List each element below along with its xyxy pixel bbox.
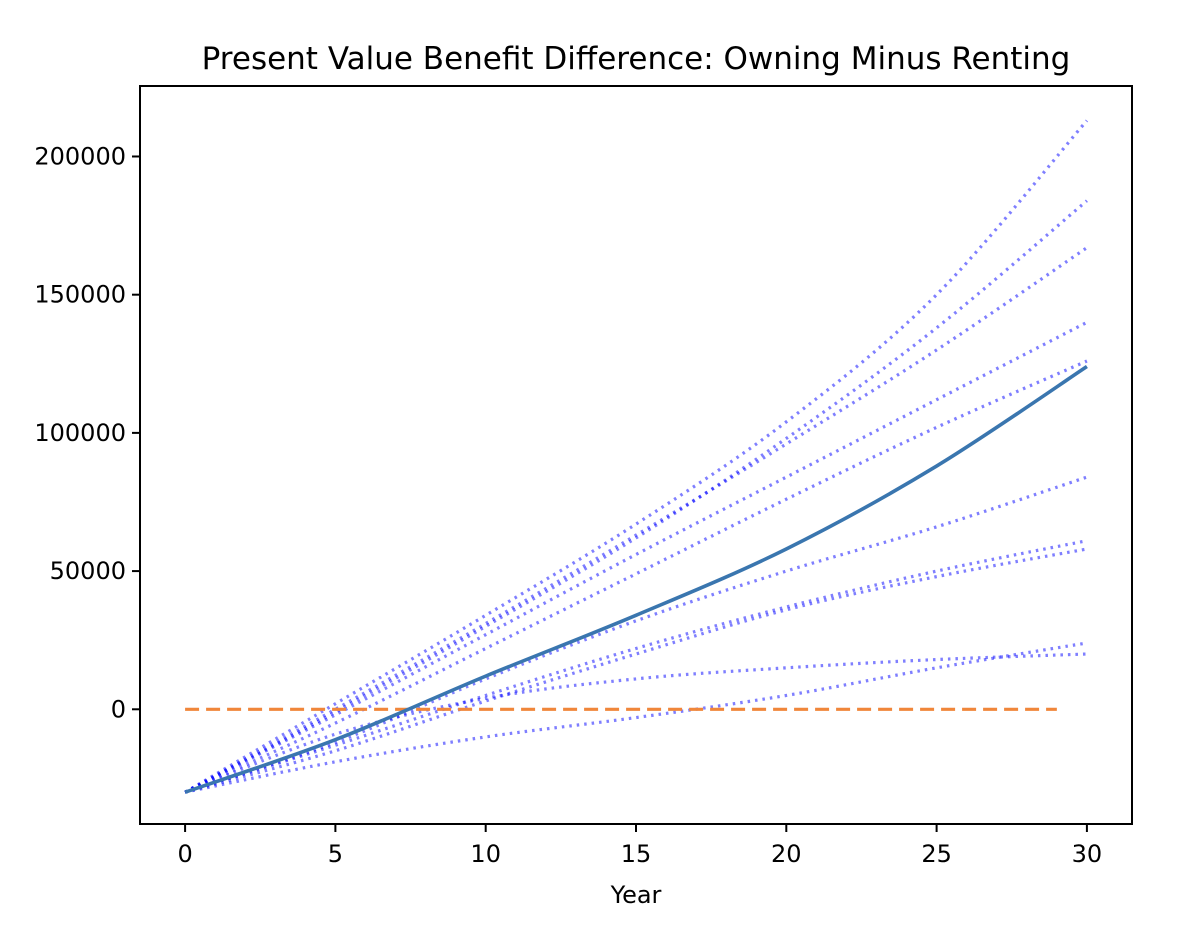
y-tick-label-200000: 200000 <box>34 142 126 170</box>
axes: 0 5 10 15 20 25 30 0 50000 100000 150000 200000 <box>34 85 1133 868</box>
x-tick-label-10: 10 <box>470 840 501 868</box>
y-tick-label-100000: 100000 <box>34 419 126 447</box>
plot-area <box>184 119 1089 794</box>
y-tick-label-0: 0 <box>111 695 126 723</box>
scenario-line-5 <box>184 359 1088 794</box>
x-tick-label-30: 30 <box>1072 840 1103 868</box>
x-tick-label-5: 5 <box>328 840 343 868</box>
scenario-line-10 <box>184 641 1088 794</box>
scenario-line-2 <box>184 199 1088 794</box>
x-tick-label-15: 15 <box>621 840 652 868</box>
plot-frame <box>139 85 1133 825</box>
y-tick-label-150000: 150000 <box>34 281 126 309</box>
x-axis-label: Year <box>610 881 662 909</box>
y-tick-label-50000: 50000 <box>50 557 126 585</box>
scenario-line-4 <box>184 320 1088 794</box>
chart-title: Present Value Benefit Difference: Owning… <box>202 41 1071 77</box>
x-tick-label-0: 0 <box>177 840 192 868</box>
x-tick-label-25: 25 <box>921 840 952 868</box>
scenario-line-9 <box>184 652 1087 794</box>
scenario-line-3 <box>184 246 1088 794</box>
scenario-line-8 <box>184 547 1088 794</box>
mean-line <box>184 365 1088 794</box>
scenario-line-7 <box>184 539 1088 794</box>
scenario-line-6 <box>184 475 1088 794</box>
x-tick-label-20: 20 <box>771 840 802 868</box>
scenario-line-1 <box>184 119 1089 794</box>
